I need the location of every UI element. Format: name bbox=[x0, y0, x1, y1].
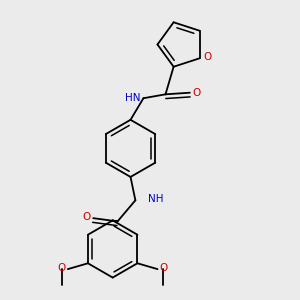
Text: O: O bbox=[193, 88, 201, 98]
Text: O: O bbox=[58, 263, 66, 273]
Text: HN: HN bbox=[125, 93, 141, 103]
Text: O: O bbox=[204, 52, 212, 61]
Text: NH: NH bbox=[148, 194, 163, 204]
Text: O: O bbox=[159, 263, 167, 273]
Text: O: O bbox=[82, 212, 90, 222]
